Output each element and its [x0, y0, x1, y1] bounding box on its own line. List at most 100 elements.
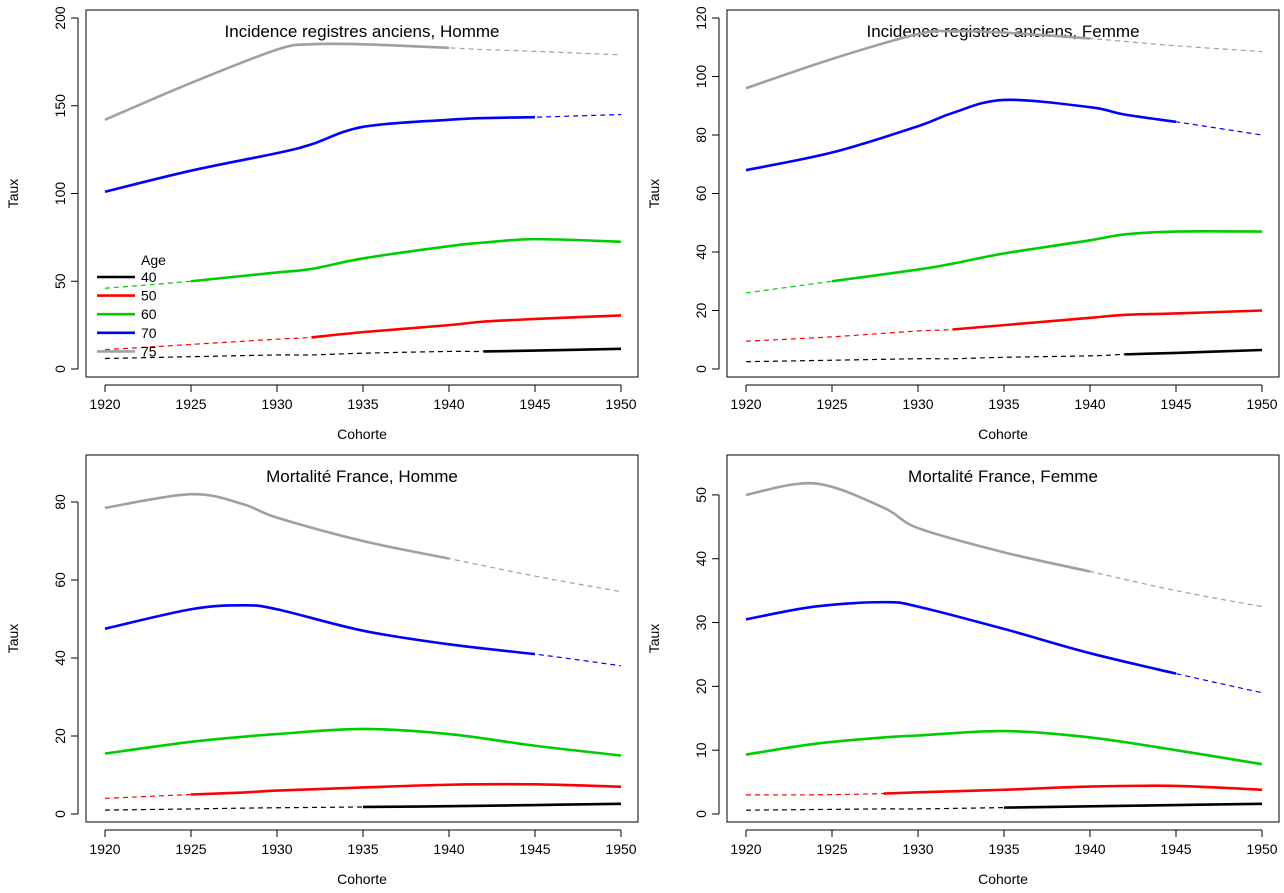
- x-tick-label: 1935: [988, 396, 1019, 412]
- y-tick-label: 40: [52, 650, 68, 666]
- y-tick-label: 100: [52, 182, 68, 206]
- x-tick-label: 1920: [730, 396, 761, 412]
- plot-frame: [726, 454, 1280, 823]
- series-75-dashed-line: [104, 493, 622, 593]
- series-60-line: [190, 237, 622, 283]
- y-tick-label: 50: [693, 487, 709, 503]
- series-75-dashed-line: [745, 30, 1263, 89]
- y-axis-label: Taux: [646, 179, 662, 209]
- y-tick-label: 40: [693, 244, 709, 260]
- y-tick-label: 200: [52, 6, 68, 30]
- y-tick-label: 80: [52, 494, 68, 510]
- x-tick-label: 1920: [730, 841, 761, 857]
- x-tick-label: 1930: [261, 841, 292, 857]
- x-tick-label: 1945: [519, 396, 550, 412]
- x-tick-label: 1945: [1160, 396, 1191, 412]
- series-70-line: [104, 604, 536, 656]
- x-axis-label: Cohorte: [337, 871, 387, 887]
- legend-label-60: 60: [141, 306, 157, 322]
- y-tick-label: 50: [52, 273, 68, 289]
- x-tick-label: 1935: [347, 841, 378, 857]
- y-tick-label: 0: [693, 810, 709, 818]
- y-tick-label: 10: [693, 742, 709, 758]
- chart-title: Mortalité France, Homme: [266, 467, 458, 486]
- y-tick-label: 60: [693, 186, 709, 202]
- y-tick-label: 20: [693, 678, 709, 694]
- x-tick-label: 1940: [1074, 396, 1105, 412]
- x-tick-label: 1930: [902, 841, 933, 857]
- series-50-line: [952, 309, 1263, 331]
- series-75-line: [745, 29, 1091, 90]
- x-tick-label: 1935: [347, 396, 378, 412]
- y-axis-label: Taux: [646, 624, 662, 654]
- y-tick-label: 0: [693, 365, 709, 373]
- y-tick-label: 0: [52, 365, 68, 373]
- y-tick-label: 30: [693, 615, 709, 631]
- x-tick-label: 1945: [519, 841, 550, 857]
- y-tick-label: 100: [693, 65, 709, 89]
- series-70-dashed-line: [745, 99, 1263, 171]
- legend-label-75: 75: [141, 343, 157, 359]
- y-tick-label: 60: [52, 572, 68, 588]
- x-tick-label: 1950: [1246, 396, 1277, 412]
- plot-frame: [85, 454, 639, 823]
- series-70-line: [745, 98, 1177, 172]
- y-tick-label: 20: [693, 303, 709, 319]
- series-70-dashed-line: [745, 601, 1263, 694]
- x-tick-label: 1935: [988, 841, 1019, 857]
- legend-label-50: 50: [141, 288, 157, 304]
- y-tick-label: 20: [52, 728, 68, 744]
- series-60-dashed-line: [104, 238, 622, 289]
- x-tick-label: 1925: [175, 396, 206, 412]
- x-tick-label: 1930: [902, 396, 933, 412]
- series-60-line: [745, 729, 1263, 766]
- y-tick-label: 150: [52, 94, 68, 118]
- x-tick-label: 1930: [261, 396, 292, 412]
- panel-3: 1920 1925 1930 1935 1940 1945 1950 0 20 40 60 80 Coh…: [5, 454, 639, 887]
- series-75-dashed-line: [104, 43, 622, 121]
- x-tick-label: 1950: [1246, 841, 1277, 857]
- x-axis-label: Cohorte: [978, 426, 1028, 442]
- x-tick-label: 1950: [605, 841, 636, 857]
- panel-2: 1920 1925 1930 1935 1940 1945 1950 0 20 40 60 80 100…: [646, 6, 1280, 442]
- series-50-line: [190, 782, 622, 796]
- x-tick-label: 1925: [175, 841, 206, 857]
- series-40-line: [362, 802, 622, 809]
- series-75-line: [104, 492, 450, 560]
- y-axis-label: Taux: [5, 624, 21, 654]
- series-60-line: [104, 727, 622, 757]
- series-60-dashed-line: [745, 730, 1263, 765]
- series-70-line: [104, 115, 536, 194]
- series-75-dashed-line: [745, 482, 1263, 608]
- x-axis-label: Cohorte: [978, 871, 1028, 887]
- y-tick-label: 40: [693, 551, 709, 567]
- panel-4: 1920 1925 1930 1935 1940 1945 1950 0 10 20 30 40 50 C…: [646, 454, 1280, 887]
- x-tick-label: 1925: [816, 841, 847, 857]
- plot-frame: [726, 9, 1280, 378]
- x-axis-label: Cohorte: [337, 426, 387, 442]
- x-tick-label: 1940: [1074, 841, 1105, 857]
- legend-title: Age: [141, 252, 166, 268]
- legend-label-40: 40: [141, 269, 157, 285]
- series-40-line: [483, 347, 622, 353]
- y-tick-label: 120: [693, 6, 709, 30]
- series-70-dashed-line: [104, 604, 622, 667]
- y-axis-label: Taux: [5, 179, 21, 209]
- series-50-line: [311, 314, 622, 339]
- series-60-dashed-line: [745, 230, 1263, 294]
- x-tick-label: 1940: [433, 841, 464, 857]
- legend-label-70: 70: [141, 325, 157, 341]
- x-tick-label: 1920: [89, 841, 120, 857]
- y-tick-label: 80: [693, 127, 709, 143]
- series-75-line: [104, 42, 450, 121]
- series-50-line: [883, 784, 1263, 795]
- panel-1: 1920 1925 1930 1935 1940 1945 1950 0 50 100 150 200…: [5, 6, 639, 442]
- series-40-line: [1003, 802, 1263, 809]
- x-tick-label: 1925: [816, 396, 847, 412]
- series-40-line: [1124, 348, 1263, 356]
- series-70-line: [745, 600, 1177, 675]
- x-tick-label: 1920: [89, 396, 120, 412]
- plot-frame: [85, 9, 639, 378]
